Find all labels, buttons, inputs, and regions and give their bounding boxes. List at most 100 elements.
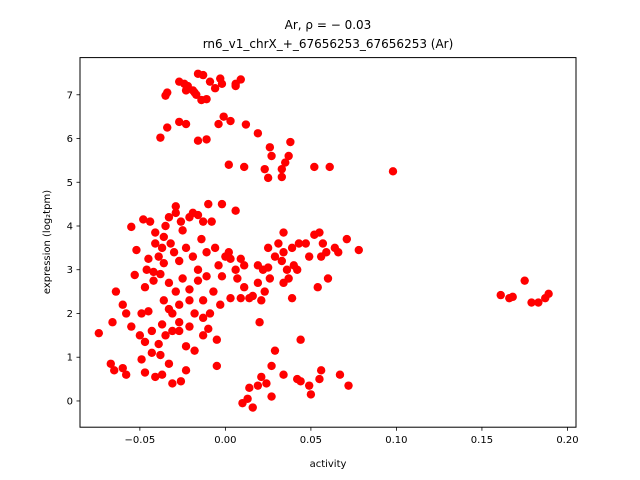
data-point — [175, 318, 184, 327]
data-point — [176, 377, 186, 386]
data-point — [212, 335, 222, 344]
data-point — [144, 254, 153, 263]
data-point — [236, 293, 245, 303]
data-point — [315, 374, 324, 384]
plot-frame — [79, 57, 577, 428]
data-point — [106, 359, 115, 368]
data-point — [164, 304, 174, 314]
data-point — [260, 164, 269, 174]
data-point — [323, 274, 333, 283]
data-point — [219, 112, 228, 121]
data-point — [293, 265, 302, 274]
data-point — [267, 392, 276, 401]
data-point — [151, 239, 160, 248]
data-point — [496, 290, 505, 300]
data-point — [281, 158, 290, 167]
data-point — [226, 116, 235, 126]
data-point — [270, 346, 280, 355]
data-point — [157, 370, 167, 379]
data-point — [267, 361, 276, 371]
data-point — [210, 84, 220, 93]
data-point — [185, 285, 194, 294]
data-point — [265, 274, 275, 283]
data-point — [161, 91, 170, 100]
data-point — [239, 283, 249, 292]
data-point — [226, 293, 235, 303]
data-point — [239, 261, 249, 270]
data-point — [149, 276, 158, 285]
x-tick-label: 0.00 — [214, 435, 236, 446]
data-point — [178, 226, 187, 235]
data-point — [313, 283, 322, 292]
data-point — [204, 324, 213, 333]
data-point — [231, 206, 240, 215]
x-tick-label: 0.15 — [471, 435, 493, 446]
data-point — [168, 379, 177, 388]
data-point — [151, 228, 160, 237]
data-point — [296, 335, 305, 344]
data-point — [217, 199, 227, 209]
y-tick-label: 2 — [67, 309, 73, 320]
data-point — [166, 239, 175, 248]
data-point — [171, 202, 180, 211]
data-point — [388, 167, 398, 176]
data-point — [149, 267, 158, 277]
data-point — [238, 398, 247, 408]
data-point — [198, 313, 208, 323]
data-point — [121, 309, 131, 318]
chart-title: Ar, ρ = − 0.03 — [285, 18, 372, 32]
data-point — [253, 129, 263, 138]
data-point — [245, 383, 254, 393]
data-point — [198, 70, 208, 80]
data-point — [236, 254, 245, 263]
data-point — [190, 346, 199, 355]
data-point — [157, 320, 167, 329]
data-point — [217, 79, 227, 89]
data-point — [145, 217, 155, 226]
data-point — [257, 296, 266, 305]
data-point — [270, 252, 280, 261]
data-point — [207, 217, 216, 226]
data-point — [205, 77, 215, 86]
data-point — [193, 210, 203, 220]
data-point — [137, 309, 146, 318]
data-point — [154, 252, 163, 261]
y-axis-label: expression (log₂tpm) — [42, 190, 53, 294]
data-point — [193, 136, 203, 145]
data-point — [205, 309, 215, 318]
data-point — [304, 381, 314, 390]
data-point — [156, 350, 165, 360]
data-point — [255, 318, 264, 327]
data-point — [342, 234, 352, 244]
data-point — [193, 276, 203, 285]
data-point — [108, 318, 117, 327]
x-tick-label: 0.05 — [300, 435, 322, 446]
data-point — [198, 331, 208, 340]
data-point — [130, 270, 139, 280]
data-point — [287, 293, 297, 303]
data-point — [296, 377, 305, 386]
data-point — [178, 274, 187, 283]
data-point — [209, 287, 218, 296]
data-point — [137, 355, 146, 364]
chart-subtitle: rn6_v1_chrX_+_67656253_67656253 (Ar) — [203, 37, 454, 51]
y-tick-label: 1 — [67, 353, 73, 364]
data-point — [140, 337, 150, 347]
data-point — [135, 331, 145, 340]
data-point — [140, 368, 150, 377]
data-point — [169, 248, 179, 257]
data-point — [277, 164, 287, 174]
data-point — [161, 221, 170, 231]
data-point — [156, 133, 165, 142]
data-point — [245, 293, 254, 303]
data-point — [279, 370, 288, 379]
data-point — [344, 381, 353, 390]
x-tick-label: −0.05 — [125, 435, 156, 446]
data-point — [181, 86, 191, 95]
data-point — [224, 160, 233, 169]
data-point — [159, 296, 169, 305]
data-point — [284, 151, 293, 161]
data-point — [267, 151, 276, 161]
data-point — [217, 272, 227, 281]
